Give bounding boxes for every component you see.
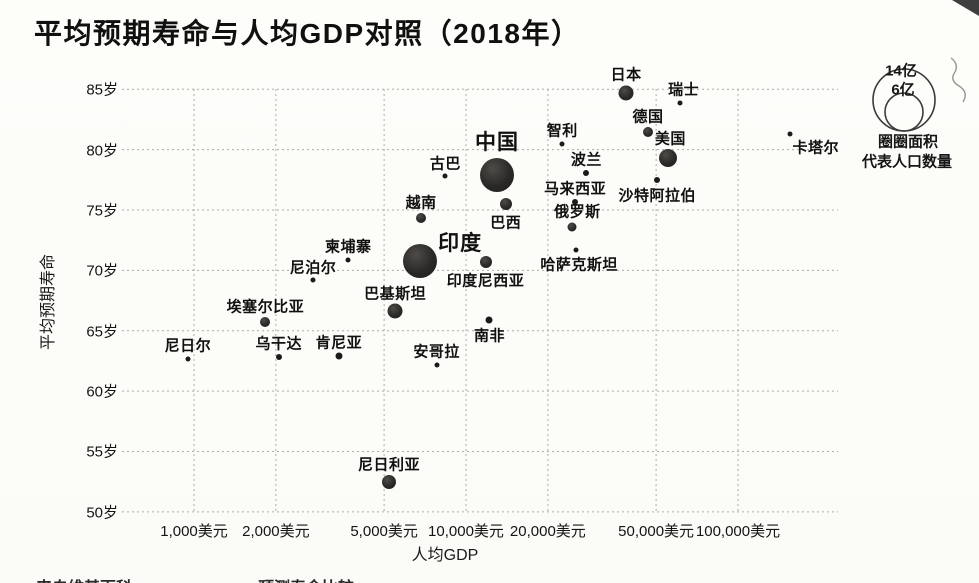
country-label: 中国 (474, 131, 519, 154)
country-bubble (583, 169, 590, 176)
country-bubble (345, 257, 351, 262)
x-tick-label: 10,000美元 (428, 523, 504, 540)
country-bubble (185, 356, 191, 361)
x-tick-label: 20,000美元 (509, 523, 586, 540)
country-label: 乌干达 (255, 335, 303, 353)
country-bubble (434, 362, 440, 368)
x-tick-label: 2,000美元 (242, 523, 310, 540)
y-tick-label: 80岁 (86, 142, 118, 160)
country-label: 埃塞尔比亚 (226, 298, 305, 316)
country-bubble (643, 126, 654, 137)
legend-inner-size-label: 6亿 (891, 81, 915, 99)
x-tick-label: 50,000美元 (618, 523, 695, 540)
country-bubble (403, 243, 438, 278)
country-label: 卡塔尔 (792, 139, 840, 157)
country-label: 肯尼亚 (315, 334, 363, 352)
country-bubble (787, 131, 793, 137)
country-label: 尼日尔 (164, 337, 212, 355)
country-bubble (573, 247, 579, 253)
country-label: 巴西 (490, 214, 522, 232)
country-bubble (310, 277, 316, 283)
legend-caption-line1: 圈圈面积 (877, 133, 939, 151)
x-axis-title: 人均GDP (411, 547, 479, 564)
country-bubble (559, 141, 565, 147)
country-bubble (485, 316, 493, 324)
country-label: 越南 (405, 194, 437, 212)
country-bubble (572, 198, 579, 205)
country-bubble (479, 158, 514, 192)
country-bubble (659, 149, 678, 168)
country-label: 巴基斯坦 (364, 285, 427, 303)
country-label: 尼泊尔 (289, 259, 337, 277)
country-bubble (387, 303, 403, 319)
country-label: 柬埔寨 (324, 238, 372, 256)
x-tick-label: 1,000美元 (160, 523, 228, 540)
country-bubble (275, 354, 282, 361)
y-tick-label: 50岁 (86, 504, 118, 522)
y-tick-label: 75岁 (86, 202, 118, 220)
country-label: 古巴 (429, 155, 461, 173)
country-label: 德国 (632, 108, 664, 126)
country-bubble (260, 317, 271, 328)
y-tick-label: 60岁 (86, 383, 118, 401)
country-bubble (479, 255, 492, 268)
y-tick-label: 70岁 (86, 262, 118, 280)
country-bubble (335, 352, 343, 360)
country-bubble (416, 213, 427, 224)
country-label: 印度 (438, 231, 483, 255)
y-tick-label: 65岁 (86, 323, 118, 341)
legend-outer-size-label: 14亿 (885, 62, 917, 80)
country-label: 尼日利亚 (357, 456, 420, 474)
chart-title: 平均预期寿命与人均GDP对照（2018年） (34, 18, 581, 49)
country-bubble (442, 173, 448, 179)
x-tick-label: 5,000美元 (350, 523, 418, 540)
country-label: 马来西亚 (544, 180, 607, 198)
country-bubble (499, 197, 512, 210)
country-bubble (654, 176, 661, 183)
scan-artifact-corner (952, 0, 979, 16)
country-label: 瑞士 (668, 81, 700, 99)
x-tick-label: 100,000美元 (695, 523, 781, 540)
country-label: 哈萨克斯坦 (540, 256, 618, 274)
country-label: 印度尼西亚 (446, 272, 525, 290)
y-tick-label: 55岁 (86, 443, 118, 461)
country-label: 俄罗斯 (554, 203, 601, 221)
country-bubble (618, 85, 634, 101)
country-bubble (567, 222, 577, 232)
footnote-right-fragment: 预测寿命比较 (258, 574, 354, 583)
country-label: 美国 (654, 130, 686, 148)
legend-caption-line2: 代表人口数量 (861, 153, 953, 171)
country-label: 波兰 (570, 151, 602, 169)
country-bubble (677, 100, 683, 106)
y-tick-label: 85岁 (86, 81, 118, 99)
scan-artifact-squiggle (950, 57, 966, 103)
country-label: 智利 (546, 122, 578, 140)
country-label: 日本 (610, 66, 642, 84)
country-bubble (381, 474, 396, 489)
country-label: 南非 (473, 327, 505, 345)
country-label: 沙特阿拉伯 (618, 187, 697, 205)
country-label: 安哥拉 (413, 343, 460, 361)
footnote-left-fragment: 来自维基百科 (36, 574, 132, 583)
footnote-clipped: 来自维基百科 预测寿命比较 (0, 574, 979, 583)
